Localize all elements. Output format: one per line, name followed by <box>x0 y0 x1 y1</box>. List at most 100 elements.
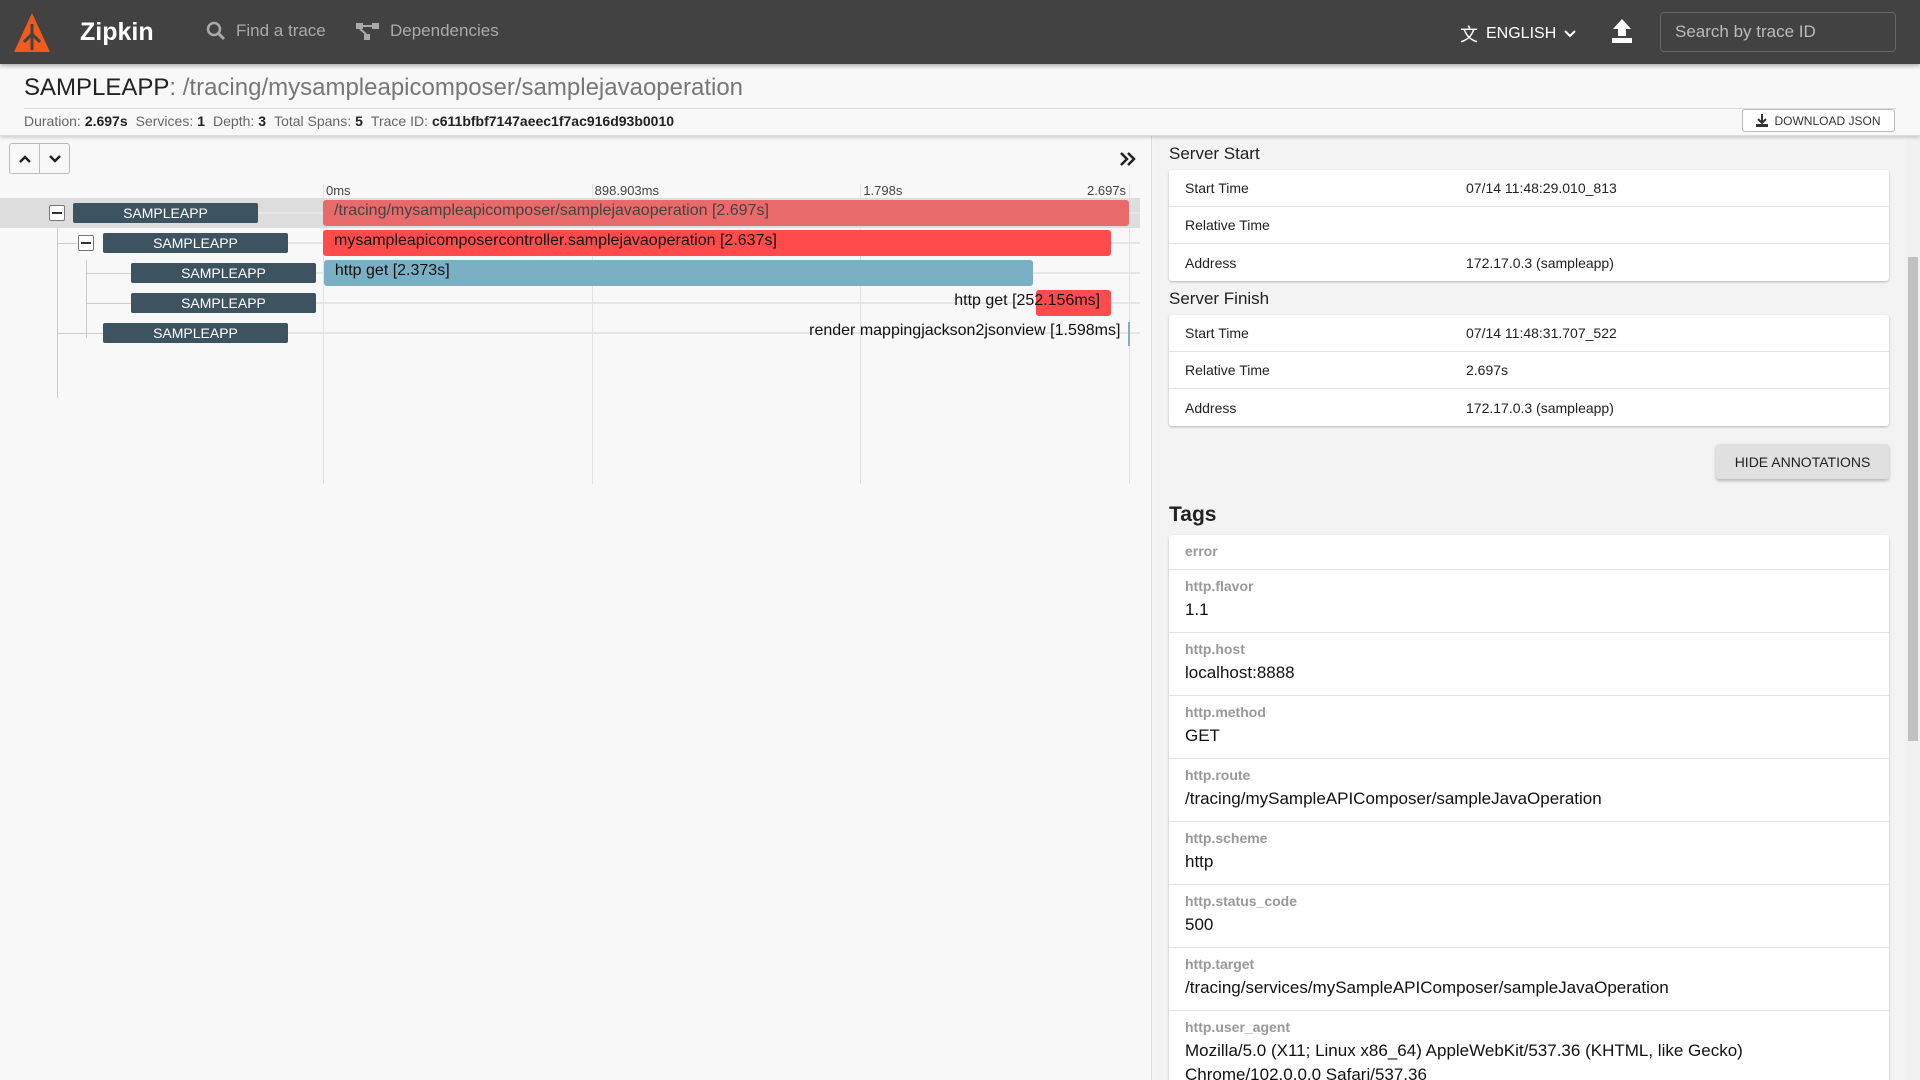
trace-timeline-panel: 0ms 898.903ms 1.798s 2.697s SAMPLEAPP/tracin… <box>0 136 1152 1080</box>
hide-annotations-button[interactable]: HIDE ANNOTATIONS <box>1716 444 1889 479</box>
span-bar[interactable] <box>323 260 1034 286</box>
search-icon <box>206 21 226 41</box>
tag-value: GET <box>1185 726 1220 745</box>
stat-value: 3 <box>258 113 267 129</box>
tag-row: http.target/tracing/services/mySampleAPI… <box>1169 948 1889 1011</box>
span-row[interactable]: SAMPLEAPP render mappingjackson2jsonview … <box>0 318 1140 348</box>
tag-key: http.route <box>1185 767 1251 783</box>
span-detail-panel: Server Start Start Time 07/14 11:48:29.010… <box>1153 136 1905 1080</box>
next-span-button[interactable] <box>39 144 69 173</box>
annotation-key: Start Time <box>1185 325 1249 341</box>
trace-summary-header: SAMPLEAPP: /tracing/mysampleapicomposer/… <box>0 64 1920 136</box>
language-selector[interactable]: 文 ENGLISH <box>1460 21 1576 47</box>
tag-key: http.target <box>1185 956 1255 972</box>
tree-line <box>57 228 58 398</box>
tag-row: http.host localhost:8888 <box>1169 633 1889 696</box>
span-row[interactable]: SAMPLEAPP/tracing/mysampleapicomposer/sa… <box>0 198 1140 228</box>
tag-value: 500 <box>1185 915 1214 934</box>
trace-service-name: SAMPLEAPP <box>24 74 170 101</box>
tags-title: Tags <box>1169 503 1217 526</box>
tag-row: http.user_agent Mozilla/5.0 (X11; Linux x… <box>1169 1011 1889 1080</box>
translate-icon: 文 <box>1460 25 1478 45</box>
span-label: http get [252.156ms] <box>954 292 1101 309</box>
span-row[interactable]: SAMPLEAPP http get [2.373s] <box>0 258 1140 288</box>
annotation-row: Relative Time 2.697s <box>1169 352 1889 389</box>
zipkin-logo-icon[interactable] <box>12 12 52 54</box>
tag-key: http.method <box>1185 704 1266 720</box>
download-json-button[interactable]: DOWNLOAD JSON <box>1742 109 1895 132</box>
service-badge: SAMPLEAPP <box>131 293 316 313</box>
annotation-key: Relative Time <box>1185 362 1270 378</box>
span-row[interactable]: SAMPLEAPP http get [252.156ms] <box>0 288 1140 318</box>
collapse-toggle[interactable] <box>78 235 94 251</box>
trace-stat: Total Spans: 5 <box>274 113 363 129</box>
tag-value: /tracing/mySampleAPIComposer/sampleJavaO… <box>1185 789 1602 808</box>
stat-value: 5 <box>355 113 363 129</box>
span-navigation <box>9 143 70 174</box>
tag-value: http <box>1185 852 1214 871</box>
span-row[interactable]: SAMPLEAPP mysampleapicomposercontroller.s… <box>0 228 1140 258</box>
previous-span-button[interactable] <box>10 144 39 173</box>
annotation-key: Start Time <box>1185 180 1249 196</box>
stat-value: c611bfbf7147aeec1f7ac916d93b0010 <box>431 113 675 129</box>
span-bar[interactable] <box>323 200 1129 226</box>
annotation-row: Address 172.17.0.3 (sampleapp) <box>1169 389 1889 426</box>
tree-line <box>86 273 131 274</box>
tag-row: http.method GET <box>1169 696 1889 759</box>
span-bar[interactable] <box>323 230 1112 256</box>
annotation-value: 172.17.0.3 (sampleapp) <box>1466 254 1614 271</box>
nav-dependencies[interactable]: Dependencies <box>356 21 499 41</box>
trace-id-search-input[interactable] <box>1660 12 1896 52</box>
annotation-key: Relative Time <box>1185 217 1270 233</box>
tag-value: Mozilla/5.0 (X11; Linux x86_64) AppleWeb… <box>1185 1041 1743 1080</box>
chevron-up-icon <box>18 154 31 163</box>
tree-line <box>86 303 131 304</box>
stat-label: Duration: <box>24 113 81 129</box>
dependencies-icon <box>356 23 379 40</box>
annotation-title: Server Start <box>1169 144 1260 163</box>
tag-key: error <box>1185 543 1218 559</box>
tag-key: http.user_agent <box>1185 1019 1291 1035</box>
tag-value: /tracing/services/mySampleAPIComposer/sa… <box>1185 978 1669 997</box>
tag-value: 1.1 <box>1185 600 1209 619</box>
download-icon <box>1756 114 1769 127</box>
scrollbar[interactable] <box>1905 136 1920 1080</box>
timeline-tick <box>860 184 862 484</box>
annotation-key: Address <box>1185 399 1237 416</box>
tag-value: localhost:8888 <box>1185 663 1295 682</box>
stat-label: Total Spans: <box>274 113 352 129</box>
upload-icon[interactable] <box>1610 18 1634 44</box>
annotations-section: Server Start Start Time 07/14 11:48:29.010… <box>1153 144 1905 426</box>
expand-timeline-icon[interactable] <box>1118 150 1138 168</box>
annotation-value: 07/14 11:48:31.707_522 <box>1466 325 1617 341</box>
timeline-tick-label: 898.903ms <box>594 183 659 198</box>
span-bar[interactable] <box>1128 322 1131 346</box>
tree-line <box>57 243 77 244</box>
span-row-line <box>288 332 1140 334</box>
tag-row: error <box>1169 535 1889 570</box>
nav-dependencies-label: Dependencies <box>390 21 499 40</box>
timeline-tick-label: 0ms <box>326 183 351 198</box>
nav-find-trace[interactable]: Find a trace <box>206 21 326 41</box>
stat-label: Services: <box>135 113 194 129</box>
annotation-value: 172.17.0.3 (sampleapp) <box>1466 399 1614 416</box>
collapse-toggle[interactable] <box>49 205 65 221</box>
service-badge: SAMPLEAPP <box>131 263 316 283</box>
stat-value: 2.697s <box>84 113 128 129</box>
app-title[interactable]: Zipkin <box>80 18 154 46</box>
span-bar[interactable] <box>1035 290 1112 316</box>
tag-row: http.status_code 500 <box>1169 885 1889 948</box>
annotation-card: Start Time 07/14 11:48:31.707_522 Relative… <box>1169 315 1889 426</box>
trace-stat: Services: 1 <box>136 113 205 129</box>
annotation-card: Start Time 07/14 11:48:29.010_813 Relative… <box>1169 170 1889 281</box>
annotation-row: Relative Time <box>1169 207 1889 244</box>
chevron-down-icon <box>1564 30 1576 38</box>
annotation-value: 07/14 11:48:29.010_813 <box>1466 180 1617 196</box>
scrollbar-thumb[interactable] <box>1908 257 1918 741</box>
span-label: mysampleapicomposercontroller.samplejava… <box>334 232 777 249</box>
service-badge: SAMPLEAPP <box>73 203 258 223</box>
trace-stat: Duration: 2.697s <box>24 113 128 129</box>
timeline-tick <box>323 184 324 484</box>
stat-label: Trace ID: <box>370 113 428 129</box>
trace-stats: Duration: 2.697s Services: 1 Depth: 3 Total Sp… <box>24 113 674 129</box>
